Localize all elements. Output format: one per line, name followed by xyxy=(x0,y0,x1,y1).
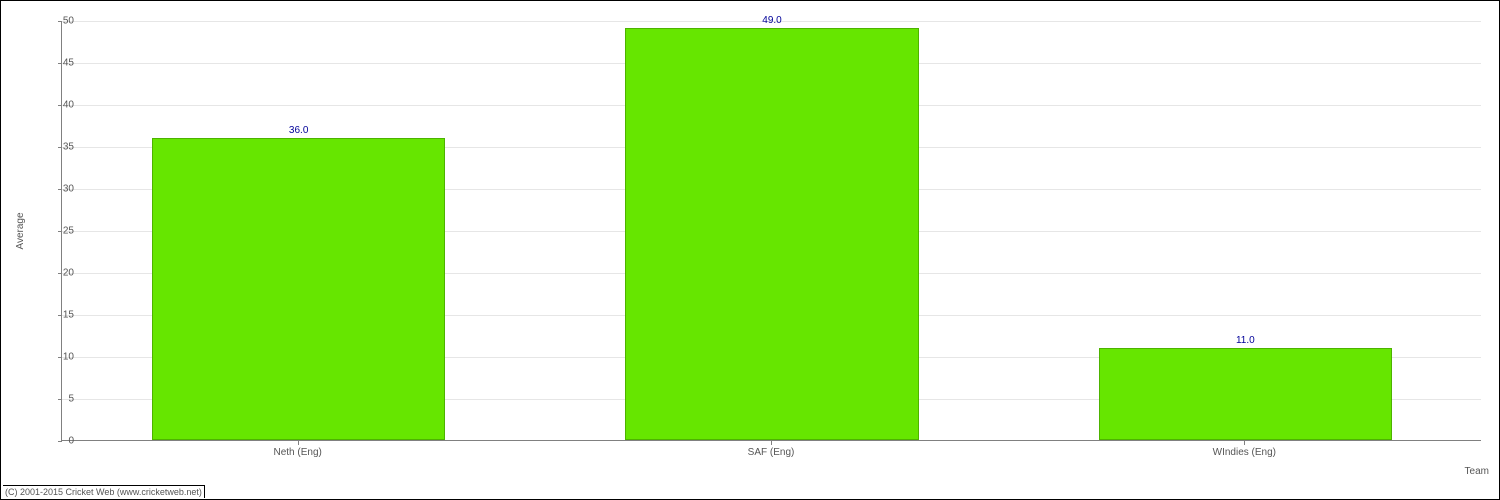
xtick-mark xyxy=(298,441,299,445)
bar-value-label: 36.0 xyxy=(289,125,308,136)
xtick-mark xyxy=(771,441,772,445)
ytick-label: 35 xyxy=(44,142,74,153)
ytick-label: 15 xyxy=(44,310,74,321)
ytick-label: 5 xyxy=(44,394,74,405)
xtick-mark xyxy=(1244,441,1245,445)
ytick-label: 20 xyxy=(44,268,74,279)
xtick-label: Neth (Eng) xyxy=(273,447,321,458)
chart-area: 36.049.011.0 Neth (Eng) SAF (Eng) WIndies … xyxy=(61,21,1481,466)
ytick-label: 25 xyxy=(44,226,74,237)
xtick-label: SAF (Eng) xyxy=(748,447,795,458)
bar-value-label: 49.0 xyxy=(762,15,781,26)
copyright-label: (C) 2001-2015 Cricket Web (www.cricketwe… xyxy=(3,485,205,498)
bar xyxy=(152,138,445,440)
plot-area: 36.049.011.0 xyxy=(61,21,1481,441)
y-axis-title: Average xyxy=(15,212,26,249)
bar xyxy=(625,28,918,440)
ytick-label: 40 xyxy=(44,100,74,111)
ytick-label: 50 xyxy=(44,16,74,27)
ytick-label: 0 xyxy=(44,436,74,447)
ytick-label: 45 xyxy=(44,58,74,69)
bar xyxy=(1099,348,1392,440)
x-axis-title: Team xyxy=(1465,466,1489,477)
ytick-label: 10 xyxy=(44,352,74,363)
xtick-label: WIndies (Eng) xyxy=(1213,447,1276,458)
bar-value-label: 11.0 xyxy=(1236,335,1255,346)
ytick-label: 30 xyxy=(44,184,74,195)
